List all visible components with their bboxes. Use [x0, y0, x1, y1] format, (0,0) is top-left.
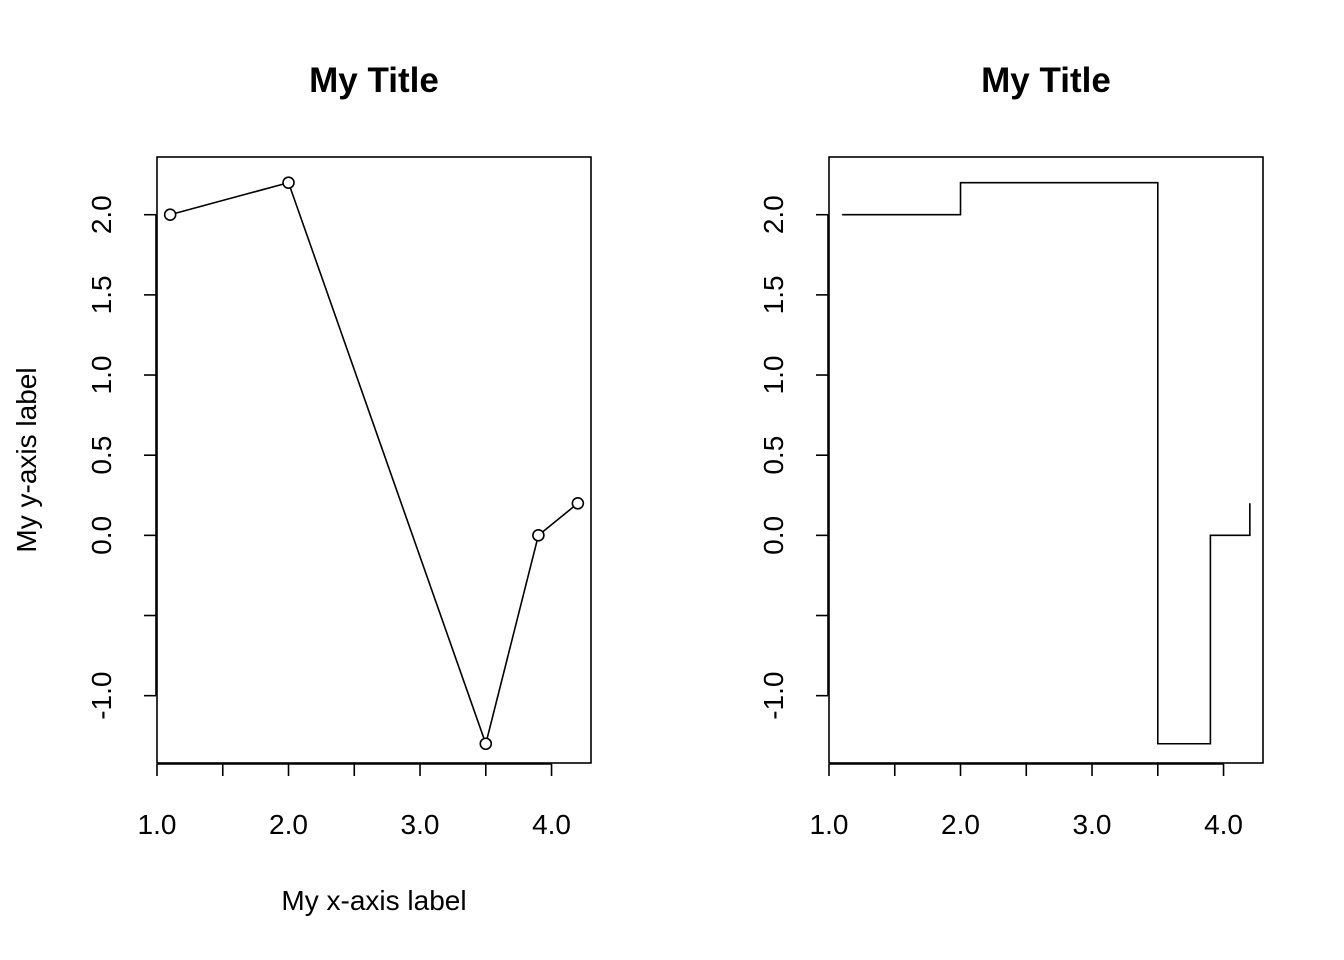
y-tick-label: 0.5: [758, 436, 789, 475]
x-tick-label: 2.0: [269, 809, 308, 840]
panel-title: My Title: [981, 61, 1111, 100]
x-axis: 1.0 2.0 3.0 4.0: [138, 763, 571, 840]
x-tick-label: 1.0: [138, 809, 177, 840]
data-point: [479, 737, 493, 751]
y-tick-label: -1.0: [86, 672, 117, 720]
series-step-line: [842, 181, 1251, 745]
x-axis-label: My x-axis label: [281, 885, 466, 916]
y-tick-label: 1.0: [86, 356, 117, 395]
data-point: [571, 496, 585, 510]
y-axis-label: My y-axis label: [11, 367, 42, 552]
y-axis: -1.0 0.0 0.5 1.0 1.5 2.0: [758, 195, 829, 720]
data-point: [282, 176, 295, 189]
right-panel: My Title 1.0 2.0 3.0 4.0 -1.0 0.0 0.5 1.0 1.5 2.…: [758, 61, 1264, 840]
data-point: [532, 529, 545, 542]
data-point: [163, 208, 177, 222]
series-line-segment: [486, 540, 538, 739]
plot-frame: [828, 156, 1264, 764]
data-series: [163, 176, 585, 751]
y-tick-label: -1.0: [758, 672, 789, 720]
plot-frame: [156, 156, 592, 764]
panel-title: My Title: [309, 61, 439, 100]
x-tick-label: 4.0: [532, 809, 571, 840]
x-tick-label: 3.0: [401, 809, 440, 840]
data-series: [842, 181, 1251, 745]
y-tick-label: 1.0: [758, 356, 789, 395]
y-tick-label: 1.5: [86, 275, 117, 314]
y-tick-label: 1.5: [758, 275, 789, 314]
x-tick-label: 4.0: [1204, 809, 1243, 840]
y-tick-label: 2.0: [86, 195, 117, 234]
series-line-segment: [542, 506, 575, 533]
x-tick-label: 2.0: [941, 809, 980, 840]
x-axis: 1.0 2.0 3.0 4.0: [810, 763, 1243, 840]
x-tick-label: 1.0: [810, 809, 849, 840]
y-tick-label: 0.0: [86, 516, 117, 555]
y-tick-label: 2.0: [758, 195, 789, 234]
left-panel: My Title 1.0 2.0 3.0 4.0 -1.0 0.0 0.5 1.0 1.5 2.…: [11, 61, 592, 916]
y-tick-label: 0.5: [86, 436, 117, 475]
series-line-segment: [289, 187, 485, 739]
x-tick-label: 3.0: [1073, 809, 1112, 840]
series-line-segment: [175, 183, 284, 215]
y-tick-label: 0.0: [758, 516, 789, 555]
y-axis: -1.0 0.0 0.5 1.0 1.5 2.0: [86, 195, 157, 720]
